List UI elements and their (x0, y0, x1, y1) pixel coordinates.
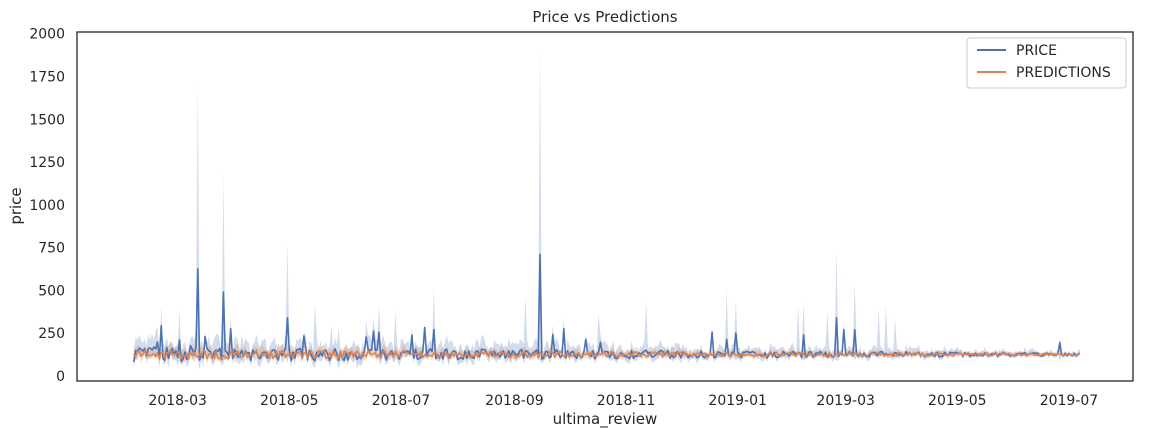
plot-area (132, 48, 1081, 370)
x-axis-label: ultima_review (553, 410, 658, 429)
y-tick-label: 500 (38, 283, 65, 299)
x-axis-ticks: 2018-03 2018-05 2018-07 2018-09 2018-11 2019-… (148, 393, 1098, 409)
predictions-confidence-band (133, 340, 1080, 366)
y-tick-label: 1500 (29, 112, 65, 128)
x-tick-label: 2018-03 (148, 393, 207, 409)
x-tick-label: 2018-09 (485, 393, 544, 409)
x-tick-label: 2018-07 (372, 393, 431, 409)
legend-box (966, 37, 1127, 89)
predictions-series-line (133, 349, 1081, 360)
x-tick-label: 2018-05 (260, 393, 319, 409)
legend-label-predictions: PREDICTIONS (1016, 65, 1111, 81)
price-confidence-band (133, 48, 1080, 370)
x-tick-label: 2019-05 (928, 393, 987, 409)
x-tick-label: 2019-07 (1040, 393, 1099, 409)
plot-frame (76, 31, 1134, 382)
y-tick-label: 1750 (29, 69, 65, 85)
y-axis-ticks: 0 250 500 750 1000 1250 1500 1750 2000 (29, 27, 65, 385)
y-tick-label: 250 (38, 326, 65, 342)
x-tick-label: 2018-11 (597, 393, 656, 409)
x-tick-label: 2019-01 (708, 393, 767, 409)
y-tick-label: 0 (56, 369, 65, 385)
legend-label-price: PRICE (1016, 43, 1057, 59)
y-tick-label: 750 (38, 241, 65, 257)
y-tick-label: 1250 (29, 155, 65, 171)
y-axis-label: price (7, 187, 25, 224)
legend: PRICE PREDICTIONS (966, 37, 1127, 89)
y-tick-label: 2000 (29, 27, 65, 43)
chart-title: Price vs Predictions (532, 8, 677, 26)
y-tick-label: 1000 (29, 198, 65, 214)
x-tick-label: 2019-03 (816, 393, 875, 409)
